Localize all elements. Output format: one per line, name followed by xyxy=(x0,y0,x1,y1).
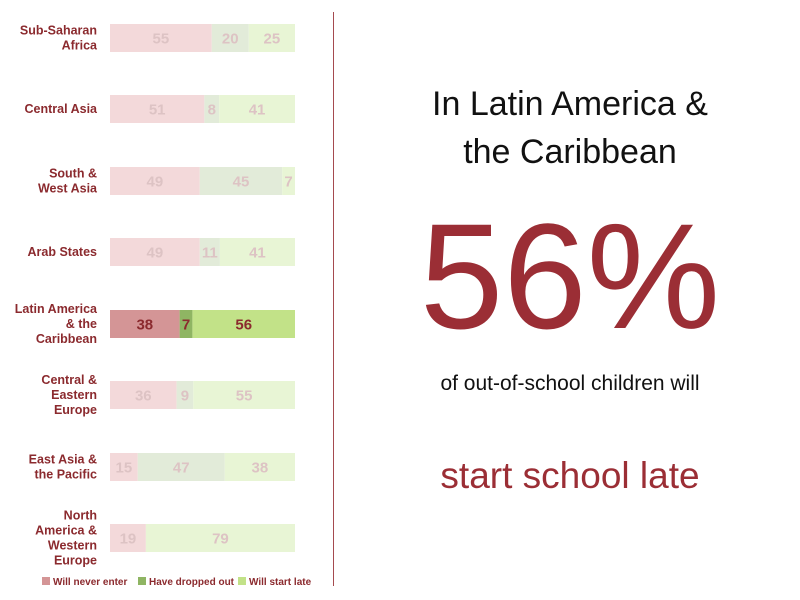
bar-value-label: 38 xyxy=(136,317,153,334)
category-label-line: Central & xyxy=(41,373,97,387)
bar-segment-east-asia-and-the-pacific-3 xyxy=(224,453,295,481)
panel-subtext: of out-of-school children will xyxy=(440,372,700,395)
category-label-line: Sub-Saharan xyxy=(20,24,97,38)
panel-emphasis: start school late xyxy=(440,455,700,496)
category-label-south-and-west-asia: South & West Asia xyxy=(38,167,98,196)
legend-swatch-3 xyxy=(238,577,246,585)
bar-segment-latin-america-and-the-caribbean-3 xyxy=(192,310,295,338)
category-label-line: East Asia & xyxy=(29,453,97,467)
bar-value-label: 25 xyxy=(264,31,281,48)
bar-value-label: 19 xyxy=(120,531,137,548)
category-label-line: & the xyxy=(66,317,97,331)
bar-segment-north-america-and-western-europe-1 xyxy=(110,524,146,552)
bar-value-label: 49 xyxy=(147,174,164,191)
stacked-bar-chart: Sub-Saharan Africa 55 20 25 Central Asia 51 8 41… xyxy=(15,24,312,589)
category-label-line: Latin America xyxy=(15,302,98,316)
bar-value-label: 15 xyxy=(116,460,133,477)
category-label-arab-states: Arab States xyxy=(28,245,98,259)
category-label-central-and-eastern-europe: Central & Eastern Europe xyxy=(41,373,97,417)
bar-value-label: 79 xyxy=(212,531,229,548)
category-label-line: Africa xyxy=(62,39,98,53)
category-label-line: West Asia xyxy=(38,182,98,196)
category-label-line: South & xyxy=(49,167,97,181)
bar-segment-south-and-west-asia-3 xyxy=(282,167,295,195)
bar-value-label: 45 xyxy=(233,174,250,191)
bar-segment-central-asia-2 xyxy=(204,95,220,123)
bar-value-label: 56 xyxy=(235,317,252,334)
legend-label-1: Will never enter xyxy=(53,577,127,588)
bar-value-label: 55 xyxy=(153,31,170,48)
bar-segment-central-asia-3 xyxy=(219,95,295,123)
bar-segment-central-and-eastern-europe-2 xyxy=(176,381,194,409)
bar-segment-sub-saharan-africa-2 xyxy=(211,24,249,52)
bar-value-label: 41 xyxy=(249,102,266,119)
bar-value-label: 11 xyxy=(202,245,218,262)
category-label-line: the Pacific xyxy=(34,468,97,482)
bar-segment-latin-america-and-the-caribbean-2 xyxy=(179,310,193,338)
category-label-line: Western xyxy=(48,539,97,553)
category-label-line: Caribbean xyxy=(36,332,97,346)
bar-value-label: 9 xyxy=(181,388,189,405)
bar-segment-latin-america-and-the-caribbean-1 xyxy=(110,310,180,338)
category-label-line: Central Asia xyxy=(25,102,99,116)
bar-value-label: 55 xyxy=(236,388,253,405)
headline-line-1: In Latin America & xyxy=(432,85,708,123)
big-percentage: 56% xyxy=(419,192,721,360)
bar-value-label: 41 xyxy=(249,245,266,262)
bar-value-label: 7 xyxy=(182,317,190,334)
category-label-line: Eastern xyxy=(51,388,97,402)
bar-value-label: 47 xyxy=(173,460,190,477)
panel-headline: In Latin America & the Caribbean xyxy=(340,80,800,176)
bar-segment-east-asia-and-the-pacific-2 xyxy=(137,453,225,481)
bar-value-label: 7 xyxy=(284,174,292,191)
category-label-sub-saharan-africa: Sub-Saharan Africa xyxy=(20,24,98,53)
category-label-latin-america-and-the-caribbean: Latin America & the Caribbean xyxy=(15,302,98,346)
legend-label-3: Will start late xyxy=(249,577,312,588)
bar-segment-central-asia-1 xyxy=(110,95,205,123)
category-label-line: America & xyxy=(35,524,97,538)
category-label-line: Europe xyxy=(54,403,97,417)
bar-segment-sub-saharan-africa-3 xyxy=(248,24,295,52)
legend-swatch-2 xyxy=(138,577,146,585)
bar-segment-sub-saharan-africa-1 xyxy=(110,24,212,52)
bar-value-label: 8 xyxy=(208,102,216,119)
bar-segment-central-and-eastern-europe-3 xyxy=(193,381,295,409)
bar-segment-north-america-and-western-europe-3 xyxy=(145,524,295,552)
bar-segment-arab-states-3 xyxy=(219,238,295,266)
highlight-panel: In Latin America & the Caribbean 56% of … xyxy=(340,0,800,600)
vertical-divider xyxy=(333,12,334,586)
bar-value-label: 36 xyxy=(135,388,152,405)
category-label-north-america-and-western-europe: North America & Western Europe xyxy=(35,509,97,568)
bar-value-label: 51 xyxy=(149,102,166,119)
bar-segment-east-asia-and-the-pacific-1 xyxy=(110,453,138,481)
bar-value-label: 20 xyxy=(222,31,239,48)
category-label-east-asia-and-the-pacific: East Asia & the Pacific xyxy=(29,453,97,482)
category-label-central-asia: Central Asia xyxy=(25,102,99,116)
bar-value-label: 49 xyxy=(147,245,164,262)
bar-segment-arab-states-1 xyxy=(110,238,200,266)
bar-segment-south-and-west-asia-2 xyxy=(199,167,283,195)
bar-value-label: 38 xyxy=(252,460,269,477)
headline-line-2: the Caribbean xyxy=(463,133,677,171)
legend-label-2: Have dropped out xyxy=(149,577,235,588)
bar-segment-arab-states-2 xyxy=(199,238,220,266)
category-label-line: North xyxy=(64,509,97,523)
bar-segment-central-and-eastern-europe-1 xyxy=(110,381,177,409)
legend-swatch-1 xyxy=(42,577,50,585)
bar-segment-south-and-west-asia-1 xyxy=(110,167,200,195)
category-label-line: Europe xyxy=(54,554,97,568)
category-label-line: Arab States xyxy=(28,245,98,259)
